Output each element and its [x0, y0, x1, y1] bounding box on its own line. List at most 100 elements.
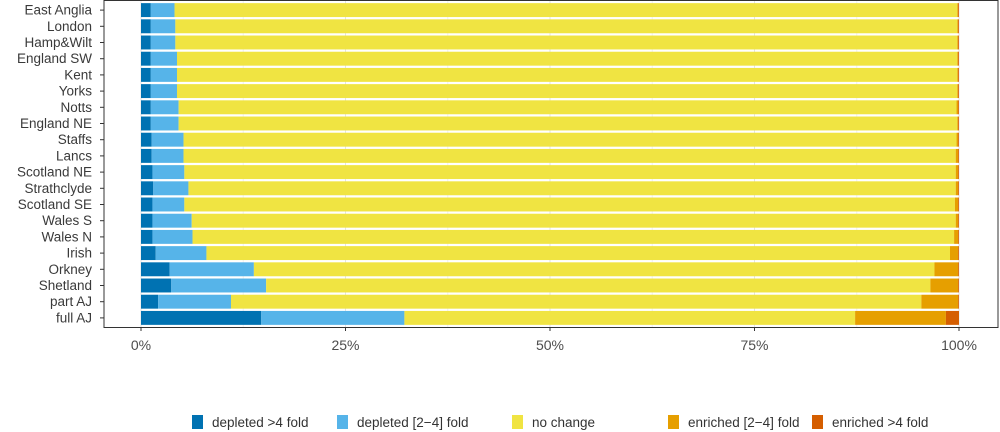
chart-container: East Anglia London Hamp&Wilt England SW Kent…: [17, 0, 999, 430]
bar-segment: [950, 246, 959, 261]
bar-segment: [141, 262, 170, 277]
bar-segment: [152, 197, 185, 212]
bar-segment: [957, 3, 959, 18]
bar-segment: [141, 116, 151, 131]
bar-segment: [141, 310, 262, 325]
category-label: full AJ: [56, 310, 92, 325]
bar-segment: [958, 3, 959, 18]
bar-segment: [184, 165, 956, 180]
category-label: London: [47, 19, 92, 34]
category-label: Orkney: [48, 262, 92, 277]
legend-label: no change: [532, 414, 596, 430]
bar-segment: [175, 35, 958, 50]
x-tick-label: 50%: [536, 337, 564, 353]
bar-segment: [188, 181, 956, 196]
bar-segment: [141, 51, 151, 66]
x-axis: 0% 25% 50% 75% 100%: [131, 327, 977, 353]
bar-segment: [153, 181, 189, 196]
legend-item: depleted >4 fold: [192, 412, 308, 432]
category-label: England NE: [20, 116, 92, 131]
x-tick-label: 25%: [331, 337, 359, 353]
bar-segment: [150, 84, 177, 99]
legend-swatch: [812, 415, 823, 429]
bar-segment: [404, 310, 856, 325]
bar-segment: [150, 67, 177, 82]
bar-segment: [141, 100, 151, 115]
legend-label: enriched >4 fold: [832, 414, 929, 430]
legend-item: enriched >4 fold: [812, 412, 928, 432]
bar-segment: [945, 310, 959, 325]
bar-segment: [958, 51, 959, 66]
bar-segment: [152, 229, 193, 244]
bar-segment: [957, 35, 959, 50]
bar-segment: [261, 310, 405, 325]
bar-segment: [958, 213, 959, 228]
bar-segment: [958, 229, 959, 244]
legend-item: no change: [512, 412, 595, 432]
bar-segment: [957, 19, 959, 34]
bar-segment: [141, 148, 152, 163]
legend-label: depleted [2−4] fold: [357, 414, 469, 430]
bar-segment: [192, 229, 955, 244]
bar-segment: [150, 35, 176, 50]
bar-segment: [934, 262, 959, 277]
bar-segment: [930, 278, 959, 293]
bar-segment: [150, 116, 179, 131]
bar-segment: [957, 67, 959, 82]
bar-segment: [178, 100, 957, 115]
bar-segment: [176, 67, 958, 82]
bar-segment: [150, 100, 179, 115]
bar-segment: [141, 132, 152, 147]
bar-segment: [141, 229, 153, 244]
bar-segment: [958, 84, 959, 99]
bar-segment: [955, 148, 959, 163]
bar-segment: [152, 213, 192, 228]
plot-panel: [103, 0, 999, 328]
bar-segment: [152, 165, 185, 180]
bar-segment: [958, 181, 959, 196]
legend-label: enriched [2−4] fold: [688, 414, 800, 430]
category-label: Kent: [64, 67, 92, 82]
bar-segment: [958, 165, 959, 180]
x-tick-label: 75%: [740, 337, 768, 353]
bar-segment: [958, 278, 959, 293]
bar-segment: [958, 35, 959, 50]
bar-segment: [174, 3, 958, 18]
bar-segment: [141, 181, 154, 196]
bar-segment: [141, 67, 151, 82]
legend-swatch: [668, 415, 679, 429]
x-tick-label: 100%: [941, 337, 977, 353]
bar-segment: [141, 197, 153, 212]
legend-swatch: [512, 415, 523, 429]
bar-segment: [141, 165, 153, 180]
bar-segment: [141, 3, 151, 18]
bar-segment: [958, 262, 959, 277]
bar-segment: [141, 213, 153, 228]
bar-segment: [957, 51, 959, 66]
bar-segment: [158, 294, 231, 309]
bar-segment: [141, 19, 151, 34]
bar-segment: [958, 116, 959, 131]
category-label: Yorks: [59, 84, 93, 99]
bar-segment: [171, 278, 267, 293]
category-label: part AJ: [50, 294, 92, 309]
bar-segment: [957, 84, 959, 99]
bar-segment: [155, 246, 207, 261]
bar-segment: [183, 132, 957, 147]
bar-segment: [958, 67, 959, 82]
bar-segment: [956, 132, 959, 147]
bar-segment: [954, 229, 959, 244]
bar-segment: [191, 213, 956, 228]
bar-segment: [169, 262, 254, 277]
bar-segment: [141, 294, 159, 309]
category-label: England SW: [17, 51, 92, 66]
bar-segment: [141, 278, 172, 293]
bar-segment: [955, 165, 959, 180]
bar-segment: [141, 246, 156, 261]
bar-segment: [956, 100, 959, 115]
bar-segment: [178, 116, 958, 131]
category-label: Irish: [66, 246, 92, 261]
bar-segment: [176, 84, 958, 99]
bar-segment: [141, 84, 151, 99]
